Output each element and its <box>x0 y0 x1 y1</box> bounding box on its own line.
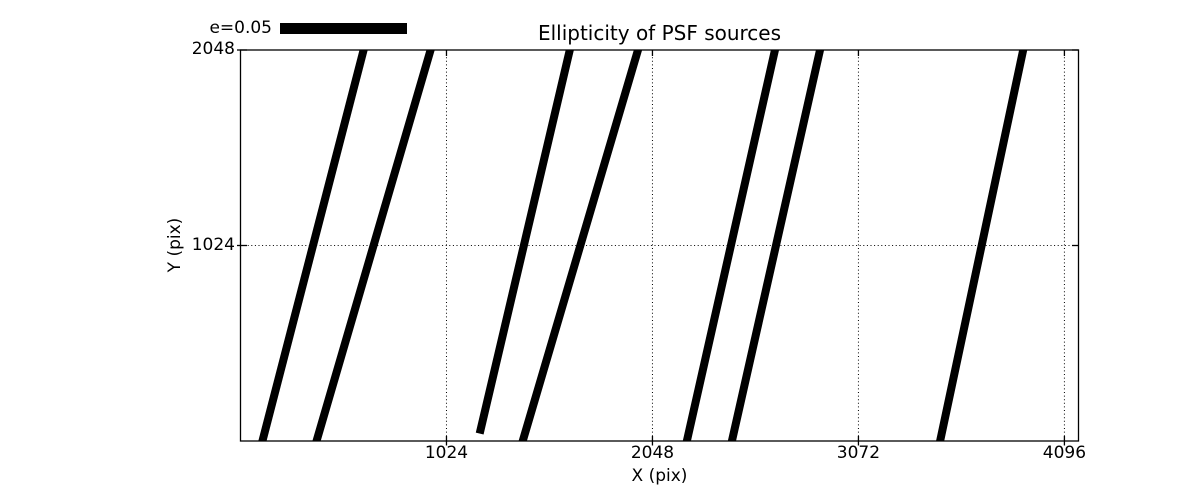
ellipticity-whisker-7 <box>936 50 1028 441</box>
x-tick-label-2048: 2048 <box>630 443 675 463</box>
legend-scale-bar <box>280 23 407 34</box>
x-axis-label: X (pix) <box>631 466 688 486</box>
x-tick-label-4096: 4096 <box>1042 443 1087 463</box>
ellipticity-whisker-5 <box>682 50 780 441</box>
x-tick-label-1024: 1024 <box>424 443 469 463</box>
y-tick-label-2048: 2048 <box>191 39 235 59</box>
ellipticity-whisker-1 <box>258 50 368 441</box>
y-tick-label-1024: 1024 <box>191 234 235 255</box>
ellipticity-whisker-4 <box>518 50 643 441</box>
ellipticity-whisker-6 <box>727 50 825 441</box>
ellipticity-whisker-3 <box>475 50 574 435</box>
x-tick-label-3072: 3072 <box>836 443 881 463</box>
ellipticity-whisker-2 <box>312 50 435 441</box>
legend-label: e=0.05 <box>209 18 272 38</box>
chart-title: Ellipticity of PSF sources <box>537 21 782 45</box>
